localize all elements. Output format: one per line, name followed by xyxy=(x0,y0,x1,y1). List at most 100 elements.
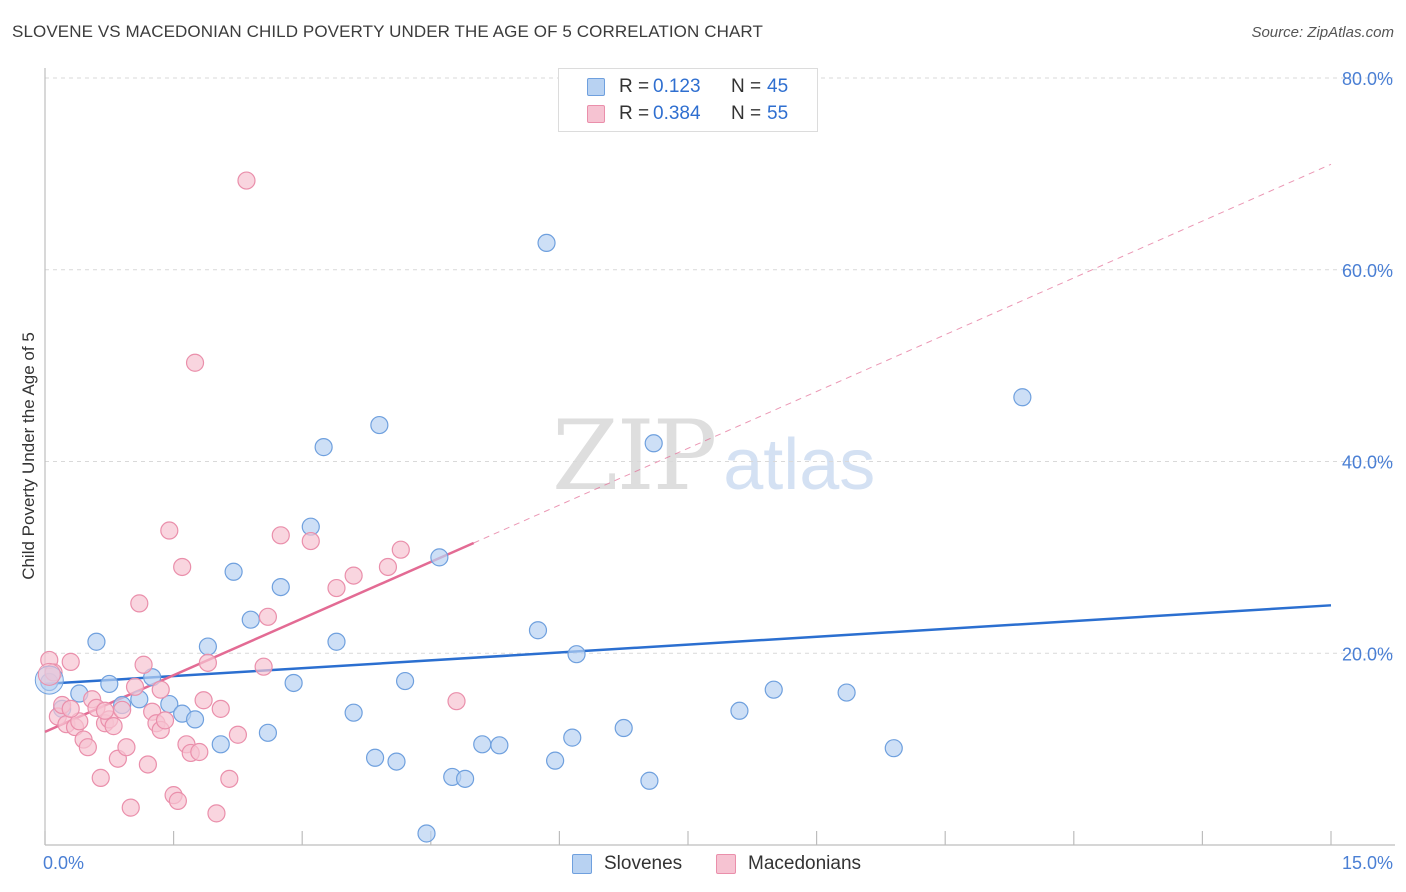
legend-swatch-slovenes xyxy=(587,78,605,96)
bottom-legend-swatch-slovenes xyxy=(572,854,592,874)
point-slovenes xyxy=(198,637,217,656)
point-macedonians xyxy=(70,712,89,731)
point-macedonians xyxy=(207,804,226,823)
point-macedonians xyxy=(121,798,140,817)
point-slovenes xyxy=(100,674,119,694)
point-slovenes xyxy=(528,621,548,640)
stats-legend: R = 0.123 N = 45 R = 0.384 N = 55 xyxy=(558,68,818,132)
point-slovenes xyxy=(417,824,436,843)
point-slovenes xyxy=(224,562,243,581)
y-tick-label: 20.0% xyxy=(1342,644,1393,664)
point-slovenes xyxy=(314,438,333,457)
point-macedonians xyxy=(113,700,132,719)
point-macedonians xyxy=(130,594,149,613)
point-macedonians xyxy=(168,791,187,810)
point-slovenes xyxy=(884,739,903,758)
legend-n-value: 45 xyxy=(767,76,789,97)
point-macedonians xyxy=(151,680,170,699)
point-macedonians xyxy=(173,557,192,577)
point-slovenes xyxy=(537,233,556,253)
legend-n-label: N = xyxy=(731,76,762,97)
watermark-atlas: atlas xyxy=(723,425,876,505)
point-macedonians xyxy=(91,768,110,787)
point-macedonians xyxy=(258,607,278,626)
point-slovenes xyxy=(614,718,633,738)
watermark-zip: ZIP xyxy=(552,400,717,512)
bottom-legend-label-macedonians: Macedonians xyxy=(748,853,862,874)
legend-r-label: R = xyxy=(619,103,650,124)
point-slovenes xyxy=(211,735,230,754)
point-slovenes xyxy=(764,680,783,699)
point-slovenes xyxy=(344,703,363,722)
legend-n-value: 55 xyxy=(767,103,789,124)
point-slovenes xyxy=(370,415,389,435)
tick-labels: 20.0% 40.0% 60.0% 80.0% 0.0% 15.0% xyxy=(43,69,1393,873)
point-macedonians xyxy=(125,677,145,696)
point-macedonians xyxy=(190,742,209,762)
watermark: ZIP atlas xyxy=(552,400,875,512)
point-macedonians xyxy=(254,657,273,676)
point-macedonians xyxy=(447,692,466,711)
chart-title: SLOVENE VS MACEDONIAN CHILD POVERTY UNDE… xyxy=(12,22,763,41)
point-slovenes xyxy=(241,610,260,629)
point-slovenes xyxy=(395,671,415,691)
point-slovenes xyxy=(473,735,492,754)
point-slovenes xyxy=(387,752,406,771)
legend-r-value: 0.123 xyxy=(653,76,701,97)
point-macedonians xyxy=(61,652,80,671)
point-macedonians xyxy=(228,725,247,744)
point-slovenes xyxy=(490,736,509,755)
point-slovenes xyxy=(271,577,290,597)
point-macedonians xyxy=(185,353,205,372)
point-macedonians xyxy=(378,557,398,577)
y-axis-title: Child Poverty Under the Age of 5 xyxy=(19,332,38,580)
x-tick-label: 0.0% xyxy=(43,853,84,873)
point-macedonians xyxy=(138,755,157,774)
point-slovenes xyxy=(640,771,659,790)
source-label: Source: ZipAtlas.com xyxy=(1251,24,1394,41)
point-slovenes xyxy=(546,751,565,770)
legend-r-value: 0.384 xyxy=(653,103,701,124)
point-slovenes xyxy=(563,728,582,747)
point-macedonians xyxy=(95,701,115,720)
x-tick-label: 15.0% xyxy=(1342,853,1393,873)
bottom-legend-swatch-macedonians xyxy=(716,854,736,874)
point-slovenes xyxy=(837,683,856,702)
y-tick-label: 80.0% xyxy=(1342,69,1393,89)
point-macedonians xyxy=(391,540,410,559)
point-slovenes xyxy=(87,632,106,651)
point-macedonians xyxy=(194,691,213,710)
point-macedonians xyxy=(220,769,239,788)
point-macedonians xyxy=(134,655,153,674)
legend-n-label: N = xyxy=(731,103,762,124)
point-macedonians xyxy=(61,699,80,718)
point-slovenes xyxy=(567,645,586,664)
data-points xyxy=(34,171,1032,843)
point-macedonians xyxy=(104,717,123,736)
point-slovenes xyxy=(284,673,303,693)
y-tick-label: 60.0% xyxy=(1342,261,1393,281)
point-slovenes xyxy=(258,723,278,742)
point-macedonians xyxy=(327,578,346,598)
trend-line-slovenes-solid xyxy=(44,604,1332,686)
point-slovenes xyxy=(143,668,162,687)
legend-r-label: R = xyxy=(619,76,650,97)
point-macedonians xyxy=(198,653,217,672)
point-macedonians xyxy=(117,738,136,757)
point-macedonians xyxy=(211,699,230,718)
point-macedonians xyxy=(301,531,320,551)
point-macedonians xyxy=(78,738,97,757)
legend-swatch-macedonians xyxy=(587,105,605,123)
point-macedonians xyxy=(237,171,256,190)
point-macedonians xyxy=(37,662,61,686)
y-tick-label: 40.0% xyxy=(1342,453,1393,473)
trend-lines xyxy=(44,163,1332,734)
point-slovenes xyxy=(455,769,475,788)
trend-line-macedonians-dashed xyxy=(473,163,1332,544)
point-slovenes xyxy=(430,548,449,567)
point-macedonians xyxy=(344,566,363,585)
bottom-legend-label-slovenes: Slovenes xyxy=(604,853,683,874)
point-slovenes xyxy=(730,701,749,720)
grid xyxy=(45,77,1395,654)
point-slovenes xyxy=(185,710,205,729)
